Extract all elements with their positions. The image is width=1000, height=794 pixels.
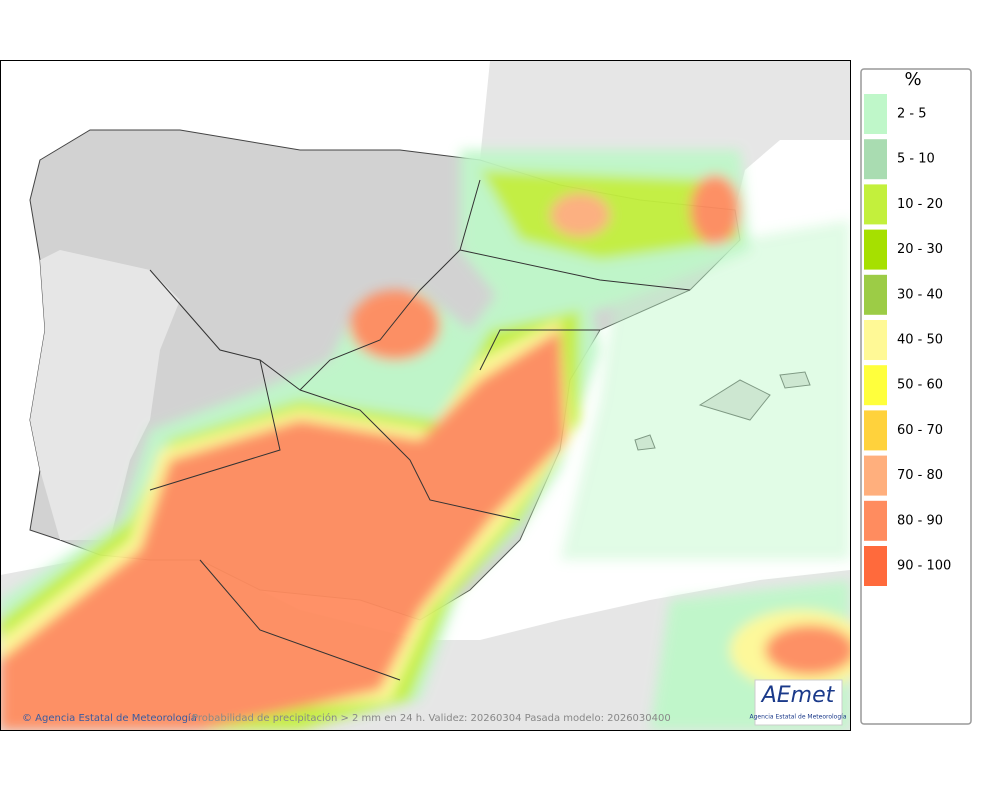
legend-label: 60 - 70 xyxy=(897,423,943,438)
legend-swatch xyxy=(864,365,887,406)
legend-label: 70 - 80 xyxy=(897,468,943,483)
credit: © Agencia Estatal de Meteorología xyxy=(22,712,197,724)
map xyxy=(1,61,850,730)
legend-label: 50 - 60 xyxy=(897,378,943,393)
legend-title: % xyxy=(904,69,921,90)
legend-label: 10 - 20 xyxy=(897,197,943,212)
legend-label: 90 - 100 xyxy=(897,559,951,574)
legend-label: 20 - 30 xyxy=(897,242,943,257)
legend-swatch xyxy=(864,546,887,586)
legend-swatch xyxy=(864,139,887,180)
legend-swatch xyxy=(864,455,887,496)
legend-swatch xyxy=(864,94,887,134)
map-frame xyxy=(0,60,851,731)
precipitation-field xyxy=(1,150,850,730)
legend: 2 - 5 5 - 10 10 - 20 20 - 30 30 - 40 40 - 50 5… xyxy=(864,94,951,586)
legend-label: 80 - 90 xyxy=(897,513,943,528)
legend-swatch xyxy=(864,500,887,541)
legend-swatch xyxy=(864,184,887,225)
caption: Probabilidad de precipitación > 2 mm en … xyxy=(192,712,671,724)
legend-box xyxy=(860,68,972,725)
legend-label: 30 - 40 xyxy=(897,287,943,302)
legend-label: 2 - 5 xyxy=(897,107,927,122)
logo-subtitle: Agencia Estatal de Meteorología xyxy=(750,714,847,721)
legend-label: 40 - 50 xyxy=(897,333,943,348)
region-borders xyxy=(149,179,691,681)
legend-swatch xyxy=(864,320,887,360)
legend-swatch xyxy=(864,274,887,315)
logo-box xyxy=(754,679,843,726)
portugal xyxy=(30,250,180,540)
legend-swatch xyxy=(864,229,887,270)
logo: AEmet xyxy=(760,683,836,708)
legend-label: 5 - 10 xyxy=(897,152,935,167)
legend-swatch xyxy=(864,410,887,451)
